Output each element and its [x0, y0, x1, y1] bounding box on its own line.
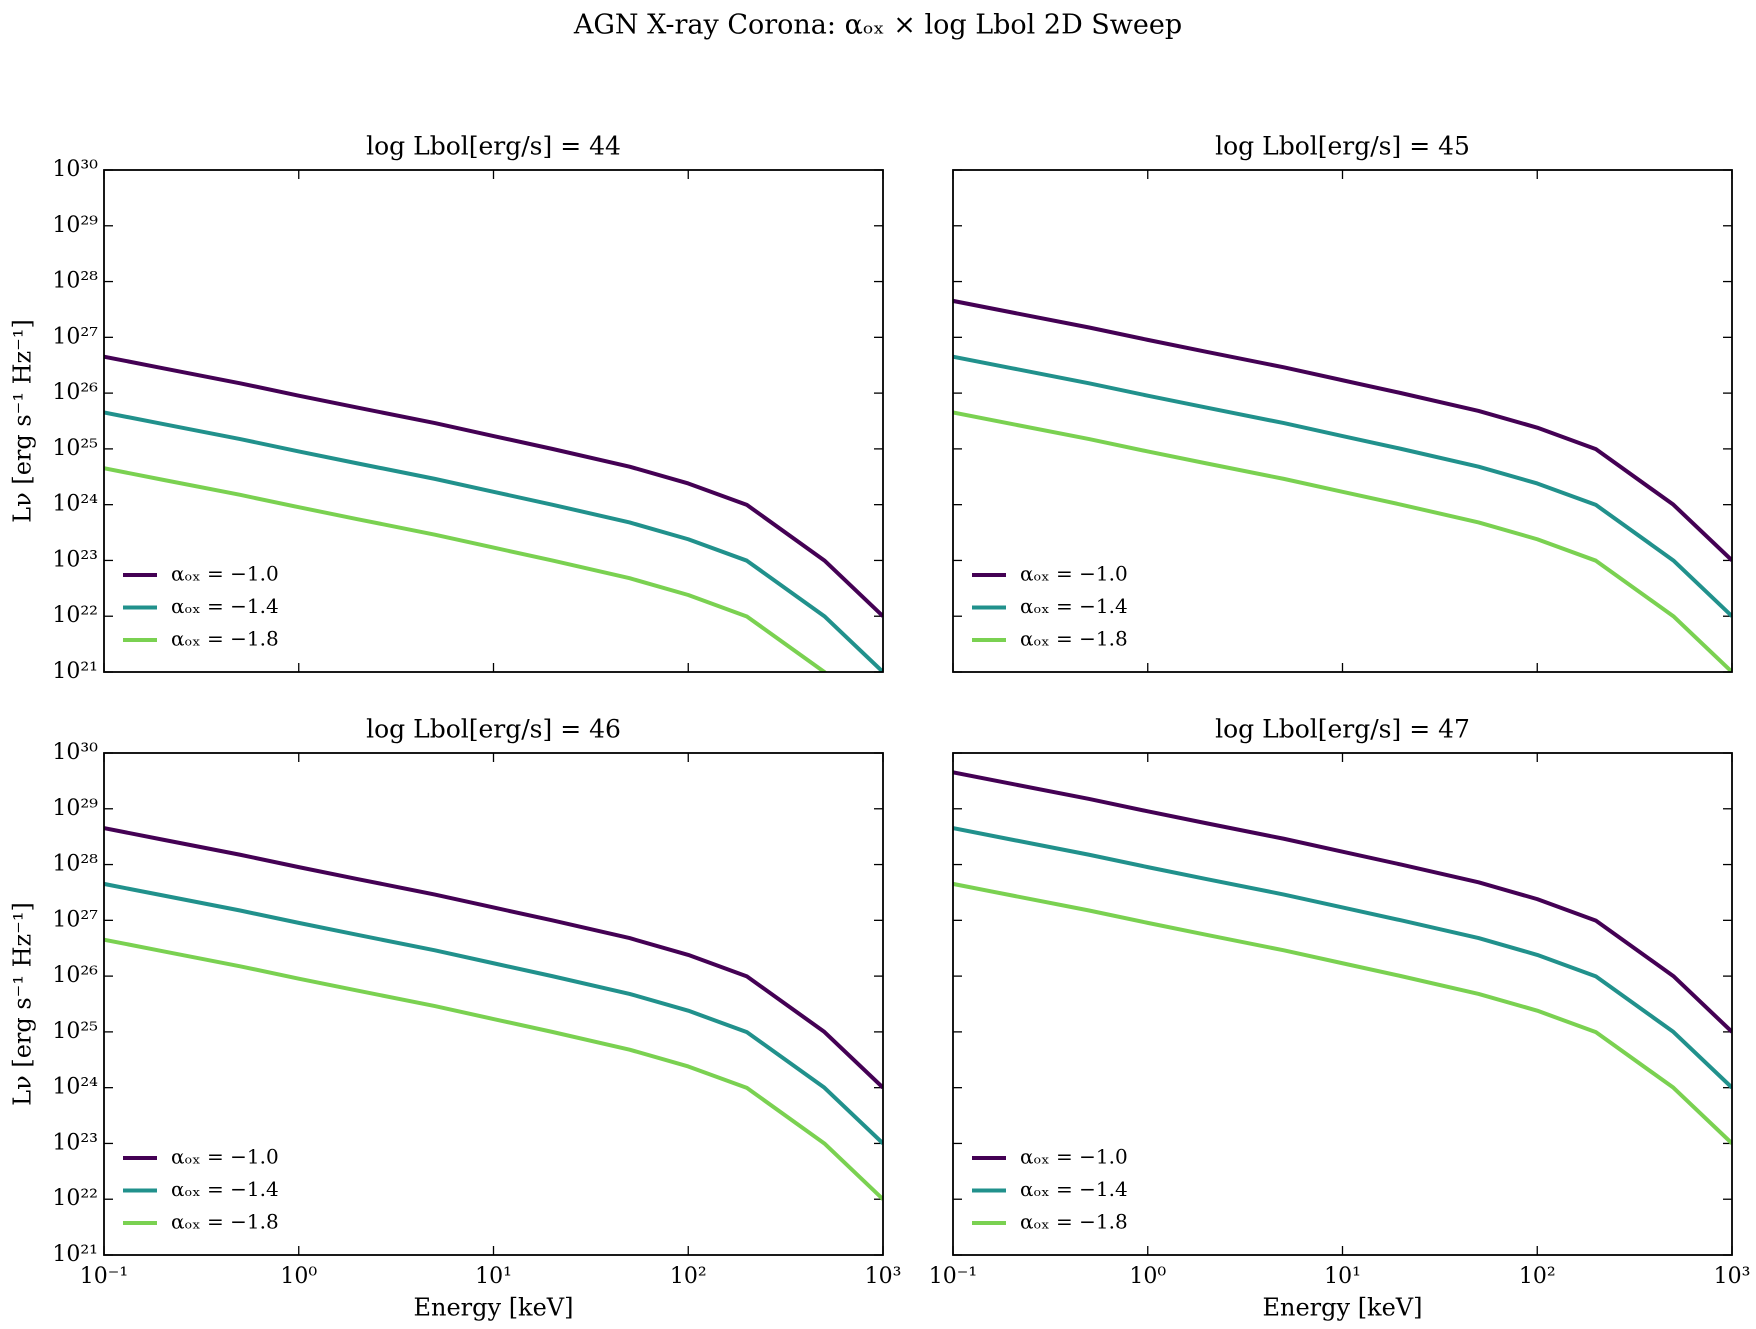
x-tick-label: 10¹	[1324, 1264, 1361, 1289]
legend-label: αₒₓ = −1.4	[171, 1177, 279, 1201]
y-tick-label: 10²⁵	[52, 1019, 98, 1044]
y-tick-label: 10²²	[52, 603, 98, 628]
series-line	[953, 881, 1732, 1145]
x-tick-label: 10²	[670, 1264, 707, 1289]
axes-frame	[103, 752, 884, 1256]
legend-label: αₒₓ = −1.8	[171, 627, 279, 651]
legend-label: αₒₓ = −1.8	[171, 1210, 279, 1234]
subplot: log Lbol[erg/s] = 44 Lν [erg s⁻¹ Hz⁻¹] 10²…	[9, 132, 884, 684]
series-line	[953, 298, 1732, 562]
y-tick-label: 10²⁴	[52, 1075, 98, 1100]
legend-label: αₒₓ = −1.0	[1020, 1145, 1128, 1169]
series-line	[953, 826, 1732, 1090]
legend-label: αₒₓ = −1.4	[1020, 594, 1128, 618]
y-tick-label: 10²⁶	[52, 380, 98, 405]
subplot: log Lbol[erg/s] = 46 Energy [keV] Lν [erg …	[9, 715, 902, 1322]
subplot: log Lbol[erg/s] = 47 Energy [keV] 10⁻¹ 10⁰ 1…	[929, 715, 1751, 1322]
x-axis-label: Energy [keV]	[1262, 1294, 1422, 1322]
y-tick-label: 10²⁹	[52, 213, 98, 238]
axes-frame	[952, 169, 1733, 673]
legend-label: αₒₓ = −1.0	[1020, 562, 1128, 586]
y-tick-label: 10²⁴	[52, 492, 98, 517]
x-tick-label: 10⁰	[280, 1264, 317, 1289]
series-line	[953, 354, 1732, 618]
legend-label: αₒₓ = −1.4	[1020, 1177, 1128, 1201]
x-tick-label: 10³	[865, 1264, 902, 1289]
y-axis-label: Lν [erg s⁻¹ Hz⁻¹]	[9, 902, 37, 1106]
legend-label: αₒₓ = −1.4	[171, 594, 279, 618]
x-axis-label: Energy [keV]	[413, 1294, 573, 1322]
series-line	[104, 937, 883, 1201]
subplot-title: log Lbol[erg/s] = 47	[1215, 715, 1470, 744]
y-tick-label: 10²⁵	[52, 436, 98, 461]
y-tick-label: 10²⁸	[52, 852, 98, 877]
x-tick-label: 10³	[1714, 1264, 1751, 1289]
y-tick-label: 10²³	[52, 547, 98, 572]
y-tick-label: 10²⁷	[52, 324, 98, 349]
axes-frame	[103, 169, 884, 673]
series-line	[104, 826, 883, 1090]
y-tick-label: 10²¹	[52, 659, 98, 684]
legend-label: αₒₓ = −1.0	[171, 562, 279, 586]
series-line	[104, 410, 883, 672]
x-tick-label: 10⁻¹	[80, 1264, 128, 1289]
y-tick-label: 10²²	[52, 1186, 98, 1211]
x-tick-label: 10²	[1519, 1264, 1556, 1289]
x-tick-label: 10⁻¹	[929, 1264, 977, 1289]
axes-frame	[952, 752, 1733, 1256]
y-tick-label: 10³⁰	[52, 157, 98, 182]
subplot-title: log Lbol[erg/s] = 46	[366, 715, 621, 744]
series-line	[953, 410, 1732, 672]
y-tick-label: 10²⁸	[52, 269, 98, 294]
subplot-title: log Lbol[erg/s] = 45	[1215, 132, 1470, 161]
subplot-title: log Lbol[erg/s] = 44	[366, 132, 621, 161]
y-tick-label: 10²⁶	[52, 963, 98, 988]
y-tick-label: 10²⁹	[52, 796, 98, 821]
series-line	[104, 466, 828, 672]
series-line	[104, 881, 883, 1145]
y-tick-label: 10²⁷	[52, 907, 98, 932]
figure-title: AGN X-ray Corona: αₒₓ × log Lbol 2D Swee…	[573, 10, 1182, 41]
legend-label: αₒₓ = −1.8	[1020, 1210, 1128, 1234]
subplot: log Lbol[erg/s] = 45 αₒₓ = −1.0 αₒₓ = −1.4…	[952, 132, 1733, 673]
x-tick-label: 10¹	[475, 1264, 512, 1289]
legend-label: αₒₓ = −1.8	[1020, 627, 1128, 651]
y-axis-label: Lν [erg s⁻¹ Hz⁻¹]	[9, 319, 37, 523]
y-tick-label: 10²¹	[52, 1242, 98, 1267]
series-line	[953, 770, 1732, 1034]
y-tick-label: 10³⁰	[52, 740, 98, 765]
legend-label: αₒₓ = −1.0	[171, 1145, 279, 1169]
x-tick-label: 10⁰	[1129, 1264, 1166, 1289]
y-tick-label: 10²³	[52, 1130, 98, 1155]
series-line	[104, 354, 883, 618]
